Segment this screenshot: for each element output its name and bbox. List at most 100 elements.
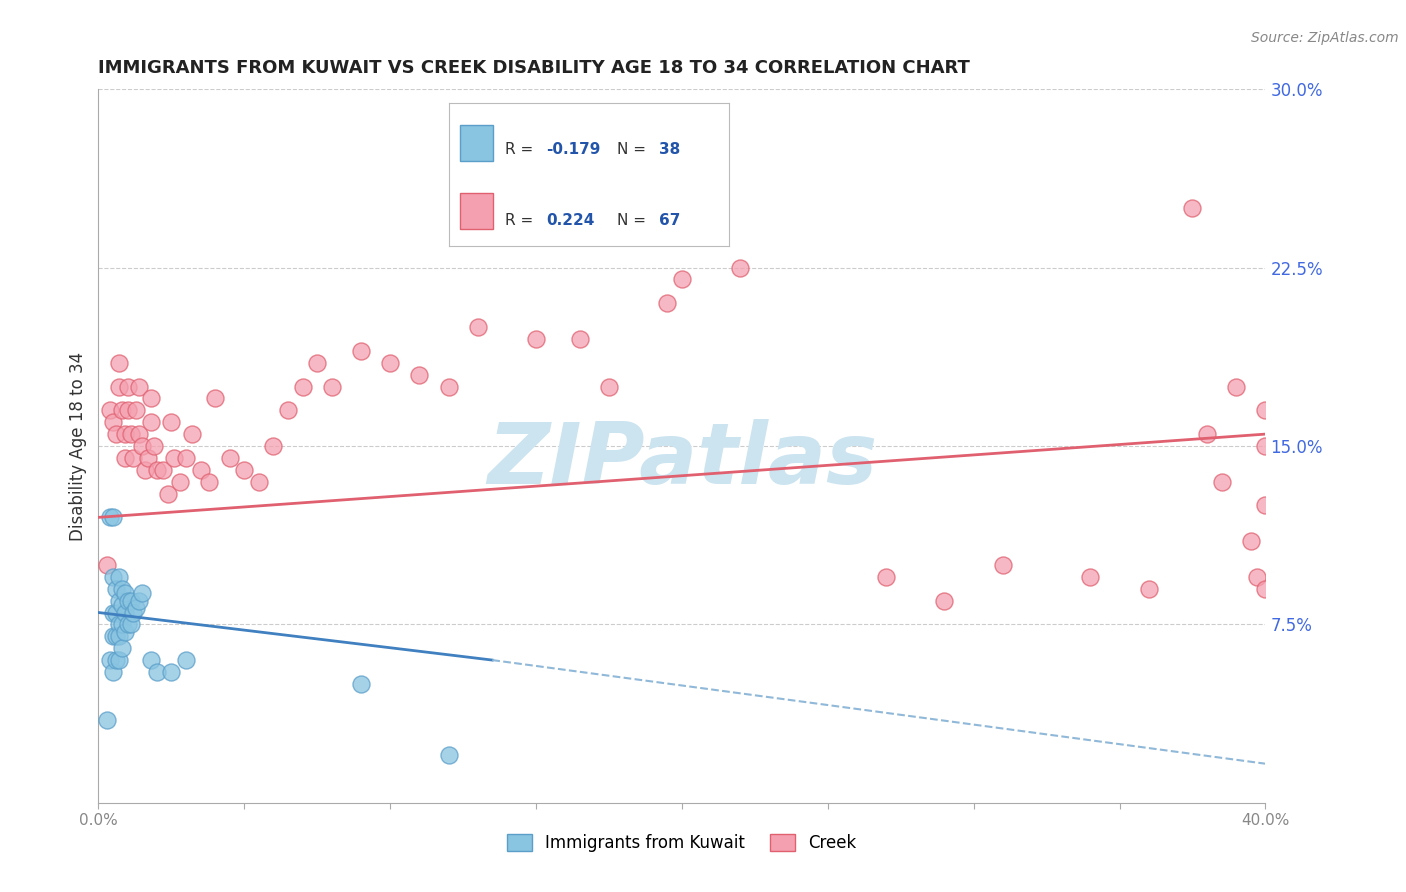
Point bbox=[671, 272, 693, 286]
Point bbox=[1181, 201, 1204, 215]
Point bbox=[108, 593, 131, 607]
Point bbox=[437, 379, 460, 393]
Point bbox=[114, 450, 136, 465]
Point bbox=[111, 641, 134, 656]
Point bbox=[1254, 582, 1277, 596]
Point bbox=[437, 748, 460, 763]
Point bbox=[142, 439, 165, 453]
Point bbox=[218, 450, 240, 465]
Point bbox=[139, 392, 162, 406]
Point bbox=[291, 379, 314, 393]
Point bbox=[1211, 475, 1233, 489]
Point bbox=[114, 586, 136, 600]
Point bbox=[991, 558, 1014, 572]
Point bbox=[139, 653, 162, 667]
Point bbox=[101, 629, 124, 643]
Point bbox=[104, 427, 127, 442]
Text: ZIPatlas: ZIPatlas bbox=[486, 418, 877, 502]
Point bbox=[190, 463, 212, 477]
Point bbox=[198, 475, 221, 489]
Point bbox=[101, 510, 124, 524]
Point bbox=[104, 629, 127, 643]
Point bbox=[277, 403, 299, 417]
Point bbox=[524, 332, 547, 346]
Point bbox=[131, 439, 153, 453]
Point bbox=[128, 593, 150, 607]
Point bbox=[120, 617, 142, 632]
Point bbox=[122, 606, 145, 620]
Point bbox=[160, 665, 183, 679]
Point bbox=[104, 653, 127, 667]
Point bbox=[139, 415, 162, 429]
Point bbox=[146, 665, 169, 679]
Point bbox=[1195, 427, 1218, 442]
Point bbox=[1080, 570, 1102, 584]
Point bbox=[120, 427, 142, 442]
Point bbox=[131, 586, 153, 600]
Point bbox=[108, 629, 131, 643]
Point bbox=[174, 653, 197, 667]
Point bbox=[730, 260, 752, 275]
Point bbox=[108, 653, 131, 667]
Point bbox=[96, 713, 118, 727]
Point bbox=[122, 450, 145, 465]
Point bbox=[1137, 582, 1160, 596]
Point bbox=[350, 343, 373, 358]
Point bbox=[101, 665, 124, 679]
Point bbox=[380, 356, 402, 370]
Point bbox=[128, 427, 150, 442]
Point bbox=[108, 356, 131, 370]
Point bbox=[111, 599, 134, 613]
Point bbox=[467, 320, 489, 334]
Point bbox=[657, 296, 679, 310]
Point bbox=[408, 368, 430, 382]
Point bbox=[1240, 534, 1263, 549]
Point bbox=[262, 439, 284, 453]
Point bbox=[101, 570, 124, 584]
Point bbox=[117, 617, 139, 632]
Point bbox=[114, 427, 136, 442]
Point bbox=[321, 379, 343, 393]
Text: Source: ZipAtlas.com: Source: ZipAtlas.com bbox=[1251, 31, 1399, 45]
Legend: Immigrants from Kuwait, Creek: Immigrants from Kuwait, Creek bbox=[501, 827, 863, 859]
Point bbox=[111, 403, 134, 417]
Point bbox=[163, 450, 186, 465]
Point bbox=[160, 415, 183, 429]
Point bbox=[174, 450, 197, 465]
Point bbox=[111, 582, 134, 596]
Point bbox=[875, 570, 897, 584]
Point bbox=[307, 356, 329, 370]
Point bbox=[128, 379, 150, 393]
Point bbox=[1254, 439, 1277, 453]
Point bbox=[108, 379, 131, 393]
Point bbox=[568, 332, 591, 346]
Point bbox=[117, 593, 139, 607]
Point bbox=[98, 403, 121, 417]
Point bbox=[101, 415, 124, 429]
Point bbox=[120, 593, 142, 607]
Point bbox=[152, 463, 174, 477]
Point bbox=[204, 392, 226, 406]
Point bbox=[117, 403, 139, 417]
Point bbox=[104, 606, 127, 620]
Y-axis label: Disability Age 18 to 34: Disability Age 18 to 34 bbox=[69, 351, 87, 541]
Point bbox=[98, 653, 121, 667]
Point bbox=[1246, 570, 1268, 584]
Point bbox=[136, 450, 159, 465]
Point bbox=[96, 558, 118, 572]
Point bbox=[1254, 403, 1277, 417]
Point bbox=[117, 379, 139, 393]
Point bbox=[108, 617, 131, 632]
Point bbox=[169, 475, 191, 489]
Point bbox=[157, 486, 180, 500]
Point bbox=[108, 570, 131, 584]
Point bbox=[114, 624, 136, 639]
Point bbox=[1254, 499, 1277, 513]
Point bbox=[111, 617, 134, 632]
Point bbox=[114, 606, 136, 620]
Point bbox=[104, 582, 127, 596]
Point bbox=[98, 510, 121, 524]
Point bbox=[125, 403, 148, 417]
Point bbox=[247, 475, 270, 489]
Point bbox=[125, 600, 148, 615]
